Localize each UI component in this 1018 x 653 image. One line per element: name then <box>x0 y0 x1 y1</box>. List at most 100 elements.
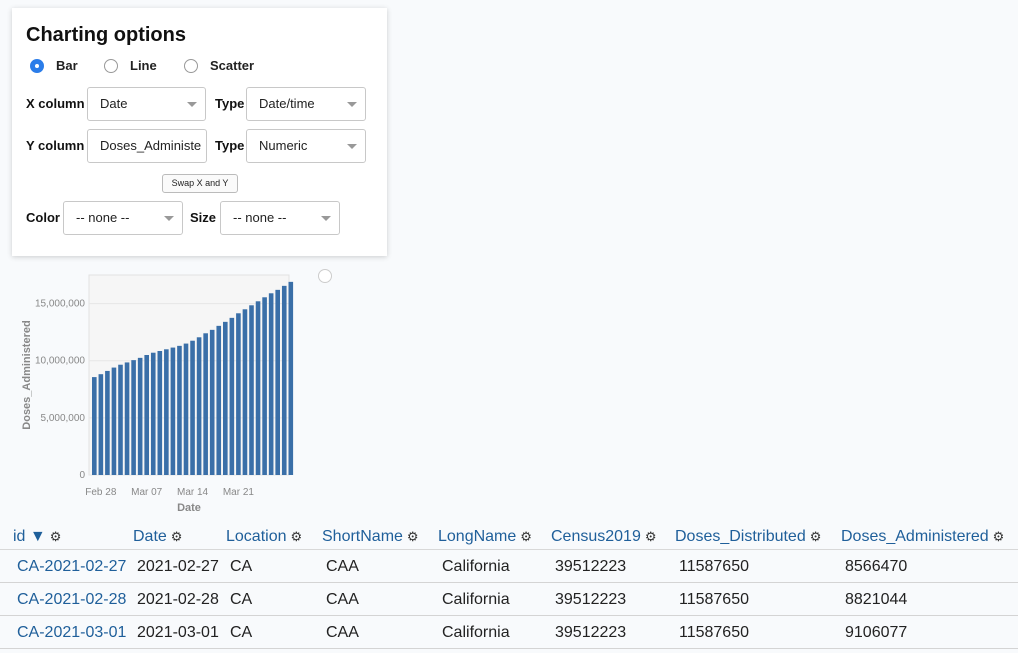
y-axis-label: Doses_Administered <box>21 320 33 429</box>
column-header-label: Location <box>226 528 287 545</box>
table-cell: 39512223 <box>555 624 627 641</box>
table-cell: 2021-02-27 <box>137 558 219 575</box>
column-header-label: Census2019 <box>551 528 641 545</box>
column-header-label: id ▼ <box>13 528 46 545</box>
bar <box>242 309 248 475</box>
radio-bar[interactable]: Bar <box>30 58 78 73</box>
column-header-label: Date <box>133 528 167 545</box>
bar <box>131 360 136 475</box>
chevron-down-icon <box>187 102 197 107</box>
bar <box>203 333 208 475</box>
row-id-link[interactable]: CA-2021-02-28 <box>17 591 127 608</box>
radio-scatter[interactable]: Scatter <box>184 58 254 73</box>
bar <box>111 367 117 475</box>
chevron-down-icon <box>321 216 331 221</box>
gear-icon[interactable]: ⚙ <box>809 529 822 544</box>
gear-icon[interactable]: ⚙ <box>406 529 419 544</box>
x-type-select[interactable]: Date/time <box>246 87 366 121</box>
x-tick-label: Mar 07 <box>131 487 163 498</box>
gear-icon[interactable]: ⚙ <box>644 529 657 544</box>
bar <box>190 340 195 475</box>
radio-scatter-label: Scatter <box>210 58 255 73</box>
gear-icon[interactable]: ⚙ <box>290 529 303 544</box>
chevron-down-icon <box>347 102 357 107</box>
y-tick-label: 0 <box>79 470 85 481</box>
table-cell: 2021-02-28 <box>137 591 219 608</box>
bar <box>150 352 156 475</box>
table-cell: 39512223 <box>555 591 627 608</box>
table-cell: CA <box>230 624 253 641</box>
bar <box>157 351 163 475</box>
y-column-value: Doses_Administe <box>100 138 202 153</box>
x-column-value: Date <box>100 96 128 111</box>
column-header[interactable]: Doses_Administered ⚙ <box>841 528 1004 546</box>
table-cell: California <box>442 624 510 641</box>
bar <box>275 289 280 475</box>
bar <box>236 313 241 475</box>
y-tick-label: 15,000,000 <box>35 299 85 310</box>
column-header[interactable]: id ▼ ⚙ <box>13 528 61 546</box>
radio-line-label: Line <box>130 58 157 73</box>
table-cell: 8566470 <box>845 558 908 575</box>
bar <box>118 364 123 475</box>
chart-toggle-circle[interactable] <box>318 269 332 283</box>
table-cell: California <box>442 591 510 608</box>
table-cell: 11587650 <box>679 558 749 575</box>
column-header[interactable]: Location ⚙ <box>226 528 302 546</box>
table-cell: 11587650 <box>679 624 749 641</box>
y-tick-label: 10,000,000 <box>35 356 85 367</box>
bar <box>255 301 261 475</box>
table-cell: 39512223 <box>555 558 627 575</box>
bar-chart: 0 5,000,000 10,000,000 15,000,000 Feb 28 Mar… <box>21 274 294 514</box>
gear-icon[interactable]: ⚙ <box>520 529 532 544</box>
x-column-select[interactable]: Date <box>87 87 206 121</box>
column-header[interactable]: Doses_Distributed ⚙ <box>675 528 821 546</box>
x-axis: Feb 28 Mar 07 Mar 14 Mar 21 <box>85 487 254 498</box>
chart-bars <box>92 281 294 475</box>
bar <box>137 357 143 475</box>
radio-line-indicator[interactable] <box>104 58 118 73</box>
column-header[interactable]: ShortName ⚙ <box>322 528 419 546</box>
size-select[interactable]: -- none -- <box>220 201 340 235</box>
row-id-link[interactable]: CA-2021-03-01 <box>17 624 127 641</box>
x-column-label: X column <box>26 96 85 111</box>
column-header[interactable]: LongName ⚙ <box>438 528 532 546</box>
bar <box>98 374 104 475</box>
size-value: -- none -- <box>233 210 287 225</box>
row-id-link[interactable]: CA-2021-02-27 <box>17 558 127 575</box>
swap-xy-button[interactable]: Swap X and Y <box>162 174 238 193</box>
y-column-input[interactable]: Doses_Administe <box>87 129 207 163</box>
column-header[interactable]: Date ⚙ <box>133 528 182 546</box>
table-cell: CA <box>230 591 253 608</box>
size-label: Size <box>190 210 217 225</box>
table-cell: 11587650 <box>679 591 749 608</box>
bar <box>144 355 149 475</box>
table-body: CA-2021-02-27 2021-02-27 CA CAA California 39… <box>0 550 1018 649</box>
bar <box>124 362 130 475</box>
table-header: id ▼ ⚙ Date ⚙ Location ⚙ ShortName ⚙ LongName ⚙ Ce… <box>0 524 1018 550</box>
radio-scatter-indicator[interactable] <box>184 58 198 73</box>
bar <box>183 343 189 475</box>
color-select[interactable]: -- none -- <box>63 201 183 235</box>
bar <box>216 325 222 475</box>
y-type-select[interactable]: Numeric <box>246 129 366 163</box>
data-table: id ▼ ⚙ Date ⚙ Location ⚙ ShortName ⚙ LongName ⚙ Ce… <box>0 524 1018 649</box>
gear-icon[interactable]: ⚙ <box>49 529 62 544</box>
table-cell: CA <box>230 558 253 575</box>
bar <box>164 349 169 475</box>
bar <box>281 285 287 475</box>
chevron-down-icon <box>164 216 174 221</box>
x-tick-label: Feb 28 <box>85 487 117 498</box>
y-type-value: Numeric <box>259 138 308 153</box>
radio-bar-indicator[interactable] <box>30 58 44 73</box>
bar <box>92 377 97 475</box>
column-header[interactable]: Census2019 ⚙ <box>551 528 657 546</box>
x-type-value: Date/time <box>259 96 315 111</box>
gear-icon[interactable]: ⚙ <box>992 529 1005 544</box>
radio-line[interactable]: Line <box>104 58 157 73</box>
x-axis-label: Date <box>177 502 201 514</box>
table-row: CA-2021-02-27 2021-02-27 CA CAA California 39… <box>0 550 1018 583</box>
bar <box>196 337 202 475</box>
gear-icon[interactable]: ⚙ <box>170 529 183 544</box>
bar <box>223 321 228 475</box>
